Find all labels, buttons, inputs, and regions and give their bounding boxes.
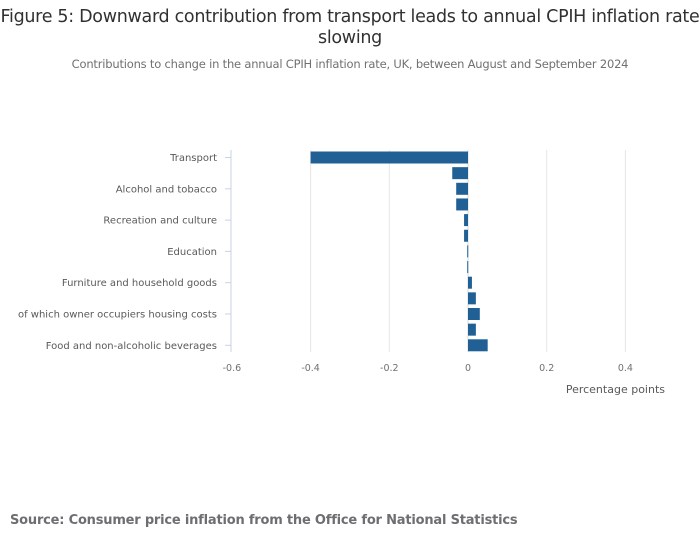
x-tick-label: 0 xyxy=(465,363,471,374)
category-label: Furniture and household goods xyxy=(62,278,217,289)
category-label: of which owner occupiers housing costs xyxy=(18,310,217,321)
category-label: Alcohol and tobacco xyxy=(116,184,217,195)
category-labels: Transport Alcohol and tobacco Recreation a… xyxy=(18,153,231,352)
chart-subtitle: Contributions to change in the annual CP… xyxy=(71,57,629,71)
bar[interactable] xyxy=(467,245,469,258)
bar[interactable] xyxy=(456,182,468,195)
bar[interactable] xyxy=(468,323,476,336)
chart-title: Figure 5: Downward contribution from tra… xyxy=(0,7,700,48)
bar[interactable] xyxy=(468,308,480,320)
source-note: Source: Consumer price inflation from th… xyxy=(10,513,518,528)
x-tick-label: 0.4 xyxy=(618,363,633,374)
category-label: Recreation and culture xyxy=(103,216,217,227)
bar[interactable] xyxy=(456,198,468,211)
x-tick-label: -0.2 xyxy=(380,363,399,374)
bars xyxy=(310,151,488,352)
x-tick-label: 0.2 xyxy=(539,363,554,374)
x-tick-label: -0.6 xyxy=(223,363,242,374)
bar[interactable] xyxy=(467,261,469,274)
category-label: Food and non-alcoholic beverages xyxy=(46,341,217,352)
bar[interactable] xyxy=(464,229,468,242)
bar[interactable] xyxy=(310,151,468,164)
bar[interactable] xyxy=(468,339,488,352)
bar[interactable] xyxy=(468,276,472,289)
gridlines xyxy=(230,150,626,352)
bar[interactable] xyxy=(464,214,468,227)
x-tick-labels: -0.6 -0.4 -0.2 0 0.2 0.4 xyxy=(223,363,633,374)
x-axis-title: Percentage points xyxy=(566,383,665,396)
x-tick-label: -0.4 xyxy=(301,363,320,374)
bar[interactable] xyxy=(452,167,468,180)
category-label: Education xyxy=(167,247,217,258)
bar[interactable] xyxy=(468,292,476,305)
category-label: Transport xyxy=(169,153,217,164)
